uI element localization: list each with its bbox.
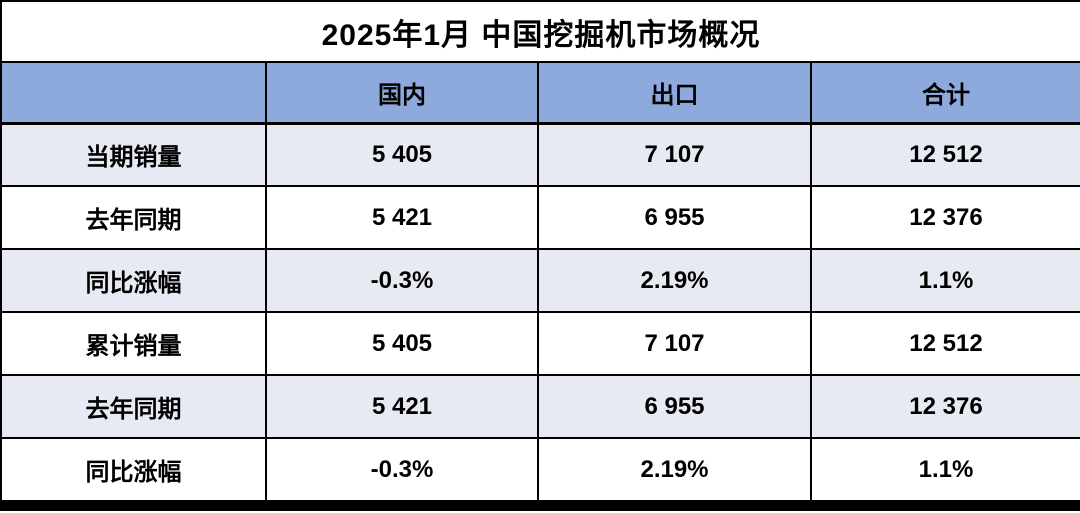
cell-value: 12 512	[809, 122, 1080, 187]
table-bottom-border	[0, 502, 1080, 511]
row-label: 去年同期	[0, 374, 267, 439]
row-label: 去年同期	[0, 185, 267, 250]
cell-value: 2.19%	[537, 248, 812, 313]
column-header-blank	[0, 61, 267, 125]
cell-value: 5 421	[265, 374, 539, 439]
column-header-row: 国内 出口 合计	[0, 61, 1080, 125]
cell-value: 1.1%	[809, 248, 1080, 313]
column-header-domestic: 国内	[265, 61, 539, 125]
table-row: 去年同期 5 421 6 955 12 376	[0, 374, 1080, 439]
table-row: 累计销量 5 405 7 107 12 512	[0, 311, 1080, 376]
cell-value: 12 376	[809, 185, 1080, 250]
cell-value: 2.19%	[537, 437, 812, 502]
table-row: 同比涨幅 -0.3% 2.19% 1.1%	[0, 248, 1080, 313]
market-overview-table: 2025年1月 中国挖掘机市场概况 国内 出口 合计 当期销量 5 405 7 …	[0, 0, 1080, 502]
page-title: 2025年1月 中国挖掘机市场概况	[0, 0, 1080, 63]
table-row: 当期销量 5 405 7 107 12 512	[0, 122, 1080, 187]
row-label: 当期销量	[0, 122, 267, 187]
table-row: 同比涨幅 -0.3% 2.19% 1.1%	[0, 437, 1080, 502]
cell-value: 5 421	[265, 185, 539, 250]
cell-value: 6 955	[537, 185, 812, 250]
cell-value: -0.3%	[265, 248, 539, 313]
column-header-export: 出口	[537, 61, 812, 125]
row-label: 同比涨幅	[0, 437, 267, 502]
cell-value: 6 955	[537, 374, 812, 439]
column-header-total: 合计	[809, 61, 1080, 125]
cell-value: 7 107	[537, 122, 812, 187]
title-row: 2025年1月 中国挖掘机市场概况	[0, 0, 1080, 63]
row-label: 累计销量	[0, 311, 267, 376]
cell-value: -0.3%	[265, 437, 539, 502]
row-label: 同比涨幅	[0, 248, 267, 313]
cell-value: 5 405	[265, 122, 539, 187]
cell-value: 1.1%	[809, 437, 1080, 502]
cell-value: 12 512	[809, 311, 1080, 376]
cell-value: 12 376	[809, 374, 1080, 439]
table-row: 去年同期 5 421 6 955 12 376	[0, 185, 1080, 250]
cell-value: 7 107	[537, 311, 812, 376]
cell-value: 5 405	[265, 311, 539, 376]
